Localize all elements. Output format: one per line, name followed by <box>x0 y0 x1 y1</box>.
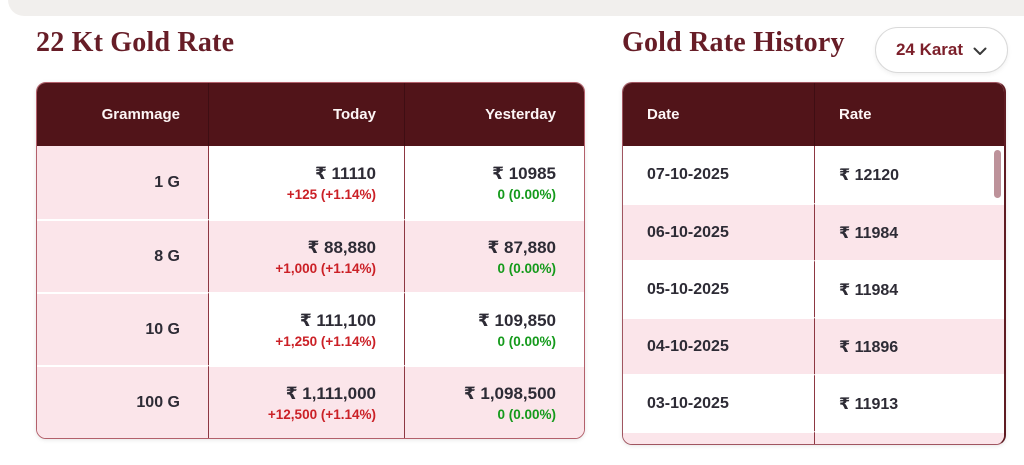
today-change: +1,000 (+1.14%) <box>275 260 376 276</box>
top-section-divider <box>8 0 1024 16</box>
column-header-yesterday: Yesterday <box>404 83 584 146</box>
history-rate-cell: ₹ 11984 <box>814 203 1004 260</box>
today-cell: ₹ 111,100 +1,250 (+1.14%) <box>208 292 404 365</box>
history-partial-row <box>814 431 1004 444</box>
today-rate: ₹ 88,880 <box>307 237 376 257</box>
today-rate: ₹ 11110 <box>314 163 376 183</box>
yesterday-rate: ₹ 1,098,500 <box>463 383 556 403</box>
grammage-cell: 1 G <box>37 146 208 219</box>
column-header-grammage: Grammage <box>37 83 208 146</box>
grammage-value: 10 G <box>145 320 180 338</box>
history-rate-cell: ₹ 11984 <box>814 260 1004 317</box>
grammage-value: 8 G <box>154 247 180 265</box>
chevron-down-icon <box>973 47 987 55</box>
today-change: +12,500 (+1.14%) <box>267 406 376 422</box>
right-table-title: Gold Rate History <box>622 27 845 58</box>
left-table-title: 22 Kt Gold Rate <box>36 27 235 58</box>
today-cell: ₹ 88,880 +1,000 (+1.14%) <box>208 219 404 292</box>
yesterday-rate: ₹ 10985 <box>492 163 556 183</box>
grammage-cell: 100 G <box>37 365 208 438</box>
gold-rate-table: Grammage Today Yesterday 1 G ₹ 11110 +12… <box>36 82 585 439</box>
today-change: +125 (+1.14%) <box>286 186 376 202</box>
history-rate-cell: ₹ 12120 <box>814 146 1004 203</box>
today-change: +1,250 (+1.14%) <box>275 333 376 349</box>
karat-selector-dropdown[interactable]: 24 Karat <box>875 27 1008 73</box>
history-scrollbar-thumb[interactable] <box>994 150 1001 198</box>
history-partial-row <box>623 431 814 444</box>
column-header-rate: Rate <box>814 83 1004 146</box>
grammage-cell: 8 G <box>37 219 208 292</box>
history-date-cell: 03-10-2025 <box>623 374 814 431</box>
yesterday-change: 0 (0.00%) <box>497 333 556 349</box>
yesterday-rate: ₹ 109,850 <box>477 310 556 330</box>
yesterday-cell: ₹ 1,098,500 0 (0.00%) <box>404 365 584 438</box>
history-date-cell: 04-10-2025 <box>623 317 814 374</box>
yesterday-cell: ₹ 109,850 0 (0.00%) <box>404 292 584 365</box>
history-date-cell: 06-10-2025 <box>623 203 814 260</box>
yesterday-change: 0 (0.00%) <box>497 406 556 422</box>
history-date-cell: 07-10-2025 <box>623 146 814 203</box>
grammage-cell: 10 G <box>37 292 208 365</box>
grammage-value: 100 G <box>136 393 180 411</box>
column-header-today: Today <box>208 83 404 146</box>
yesterday-cell: ₹ 87,880 0 (0.00%) <box>404 219 584 292</box>
history-rate-cell: ₹ 11896 <box>814 317 1004 374</box>
yesterday-change: 0 (0.00%) <box>497 260 556 276</box>
today-cell: ₹ 11110 +125 (+1.14%) <box>208 146 404 219</box>
gold-rate-history-table: Date Rate 07-10-2025 ₹ 12120 06-10-2025 … <box>622 82 1006 445</box>
grammage-value: 1 G <box>154 173 180 191</box>
history-rate-cell: ₹ 11913 <box>814 374 1004 431</box>
today-rate: ₹ 111,100 <box>299 310 376 330</box>
column-header-date: Date <box>623 83 814 146</box>
today-rate: ₹ 1,111,000 <box>285 383 376 403</box>
karat-selector-label: 24 Karat <box>895 40 964 59</box>
history-date-cell: 05-10-2025 <box>623 260 814 317</box>
yesterday-rate: ₹ 87,880 <box>487 237 556 257</box>
yesterday-change: 0 (0.00%) <box>497 186 556 202</box>
yesterday-cell: ₹ 10985 0 (0.00%) <box>404 146 584 219</box>
today-cell: ₹ 1,111,000 +12,500 (+1.14%) <box>208 365 404 438</box>
